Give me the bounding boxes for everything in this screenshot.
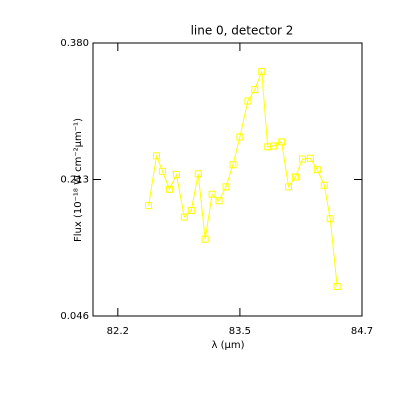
y-tick-label: 0.213: [60, 175, 89, 186]
data-point: [215, 197, 223, 205]
data-point: [208, 190, 216, 198]
data-point: [222, 183, 230, 191]
data-point: [165, 185, 173, 193]
data-line: [148, 71, 338, 287]
data-point: [229, 161, 237, 169]
chart-title: line 0, detector 2: [191, 24, 294, 38]
data-point: [326, 215, 334, 223]
data-point: [285, 183, 293, 191]
data-point: [333, 283, 341, 291]
data-point: [291, 173, 299, 181]
data-point: [180, 213, 188, 221]
data-point: [187, 207, 195, 215]
data-point: [313, 166, 321, 174]
data-point: [251, 86, 259, 94]
y-axis-label: Flux (10⁻¹⁸ W cm⁻²µm⁻¹): [73, 118, 84, 242]
data-point: [153, 152, 161, 160]
data-point: [258, 68, 266, 76]
data-point: [306, 154, 314, 162]
data-point: [172, 171, 180, 179]
data-point: [145, 202, 153, 210]
data-point: [270, 142, 278, 150]
data-point: [201, 235, 209, 243]
y-tick-label: 0.046: [60, 311, 89, 322]
data-point: [244, 97, 252, 105]
y-tick-label: 0.380: [60, 38, 89, 49]
data-point: [278, 138, 286, 146]
x-tick-label: 83.5: [229, 326, 251, 337]
x-tick-label: 84.7: [351, 326, 373, 337]
data-point: [194, 170, 202, 178]
data-point: [236, 133, 244, 141]
data-point: [158, 167, 166, 175]
data-point: [320, 181, 328, 189]
x-axis-label: λ (µm): [211, 340, 244, 351]
x-tick-label: 82.2: [107, 326, 129, 337]
data-point: [298, 155, 306, 163]
